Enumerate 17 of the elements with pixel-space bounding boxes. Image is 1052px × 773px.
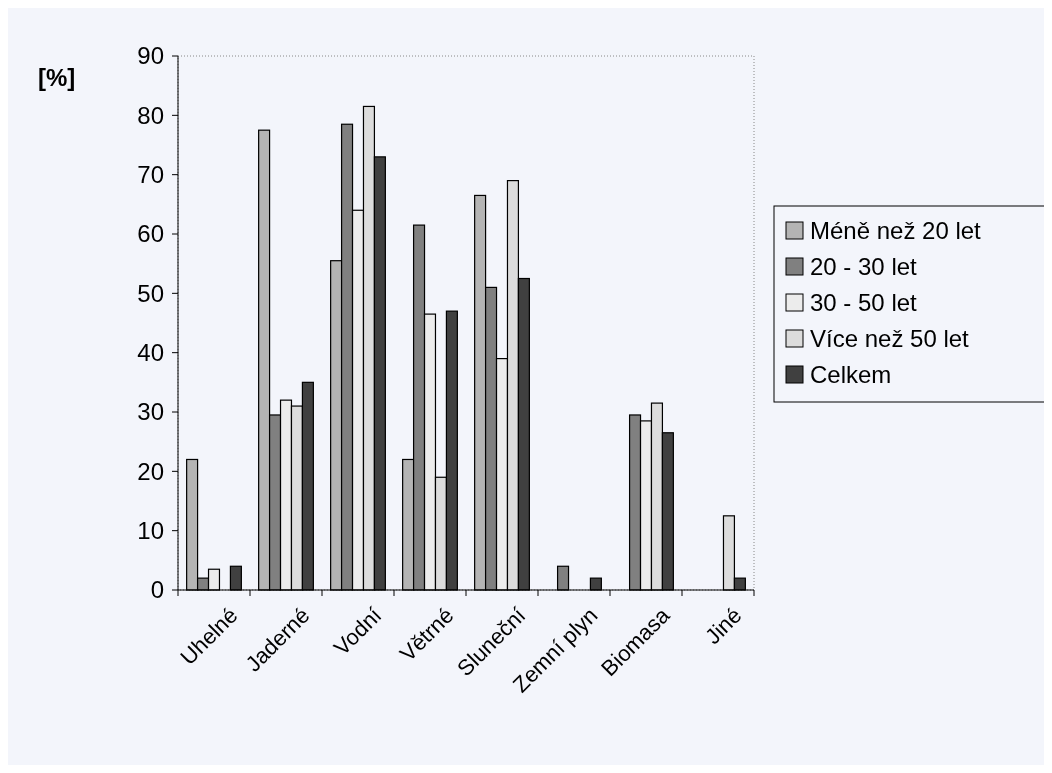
y-tick-label: 90 — [137, 42, 164, 70]
y-tick-label: 40 — [137, 339, 164, 367]
y-tick-label: 30 — [137, 398, 164, 426]
y-axis-title: [%] — [38, 64, 76, 91]
y-tick-label: 80 — [137, 101, 164, 129]
y-tick-label: 50 — [137, 279, 164, 307]
y-tick-label: 60 — [137, 220, 164, 248]
legend-label: Méně než 20 let — [810, 217, 982, 245]
y-tick-label: 70 — [137, 161, 164, 189]
legend-label: 20 - 30 let — [810, 253, 918, 281]
legend-label: Více než 50 let — [810, 325, 970, 353]
y-tick-label: 20 — [137, 457, 164, 485]
x-tick-label: Jiné — [700, 602, 747, 649]
legend-label: Celkem — [810, 361, 892, 389]
y-tick-label: 0 — [150, 576, 164, 604]
legend-label: 30 - 50 let — [810, 289, 918, 317]
y-tick-label: 10 — [137, 517, 164, 545]
